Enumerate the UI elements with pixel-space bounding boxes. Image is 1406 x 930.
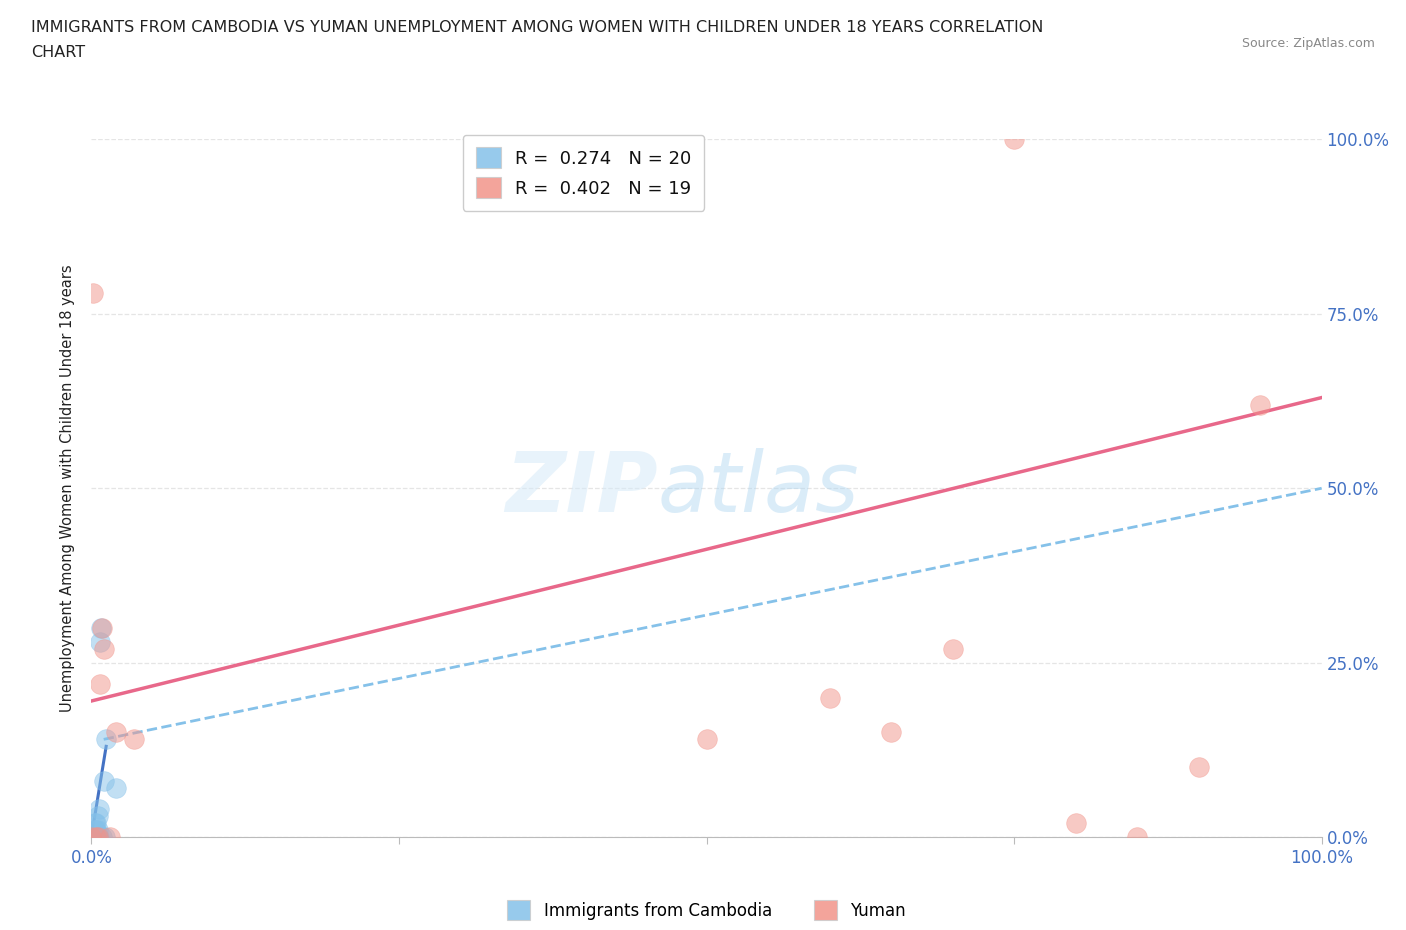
Point (86, 830, 108, 844)
Text: atlas: atlas (657, 447, 859, 529)
Point (91, 830, 114, 844)
Point (93, 642, 115, 657)
Y-axis label: Unemployment Among Women with Children Under 18 years: Unemployment Among Women with Children U… (60, 264, 76, 712)
Point (94, 830, 117, 844)
Point (96, 732, 117, 747)
Point (86, 823, 108, 838)
Point (1002, 132, 1025, 147)
Point (105, 725, 127, 740)
Point (86, 830, 108, 844)
Point (941, 642, 963, 657)
Point (84, 816, 107, 830)
Point (80, 830, 103, 844)
Point (86, 809, 108, 824)
Point (91, 620, 114, 635)
Point (87, 802, 110, 817)
Point (86, 830, 108, 844)
Text: CHART: CHART (31, 45, 84, 60)
Point (86, 830, 108, 844)
Point (1064, 816, 1087, 830)
Point (695, 732, 717, 747)
Point (124, 732, 146, 747)
Point (880, 725, 903, 740)
Legend: Immigrants from Cambodia, Yuman: Immigrants from Cambodia, Yuman (501, 894, 912, 926)
Point (84, 823, 107, 838)
Point (84, 830, 107, 844)
Text: Source: ZipAtlas.com: Source: ZipAtlas.com (1241, 37, 1375, 50)
Point (87, 830, 110, 844)
Point (98, 830, 121, 844)
Point (83, 830, 105, 844)
Text: IMMIGRANTS FROM CAMBODIA VS YUMAN UNEMPLOYMENT AMONG WOMEN WITH CHILDREN UNDER 1: IMMIGRANTS FROM CAMBODIA VS YUMAN UNEMPL… (31, 20, 1043, 35)
Point (90, 620, 112, 635)
Point (86, 830, 108, 844)
Point (1249, 397, 1271, 412)
Point (1187, 760, 1209, 775)
Point (89, 634, 111, 649)
Point (82, 286, 104, 300)
Text: ZIP: ZIP (505, 447, 657, 529)
Point (89, 676, 111, 691)
Point (93, 774, 115, 789)
Point (1126, 830, 1149, 844)
Point (105, 781, 127, 796)
Point (86, 823, 108, 838)
Point (86, 816, 108, 830)
Point (818, 690, 841, 705)
